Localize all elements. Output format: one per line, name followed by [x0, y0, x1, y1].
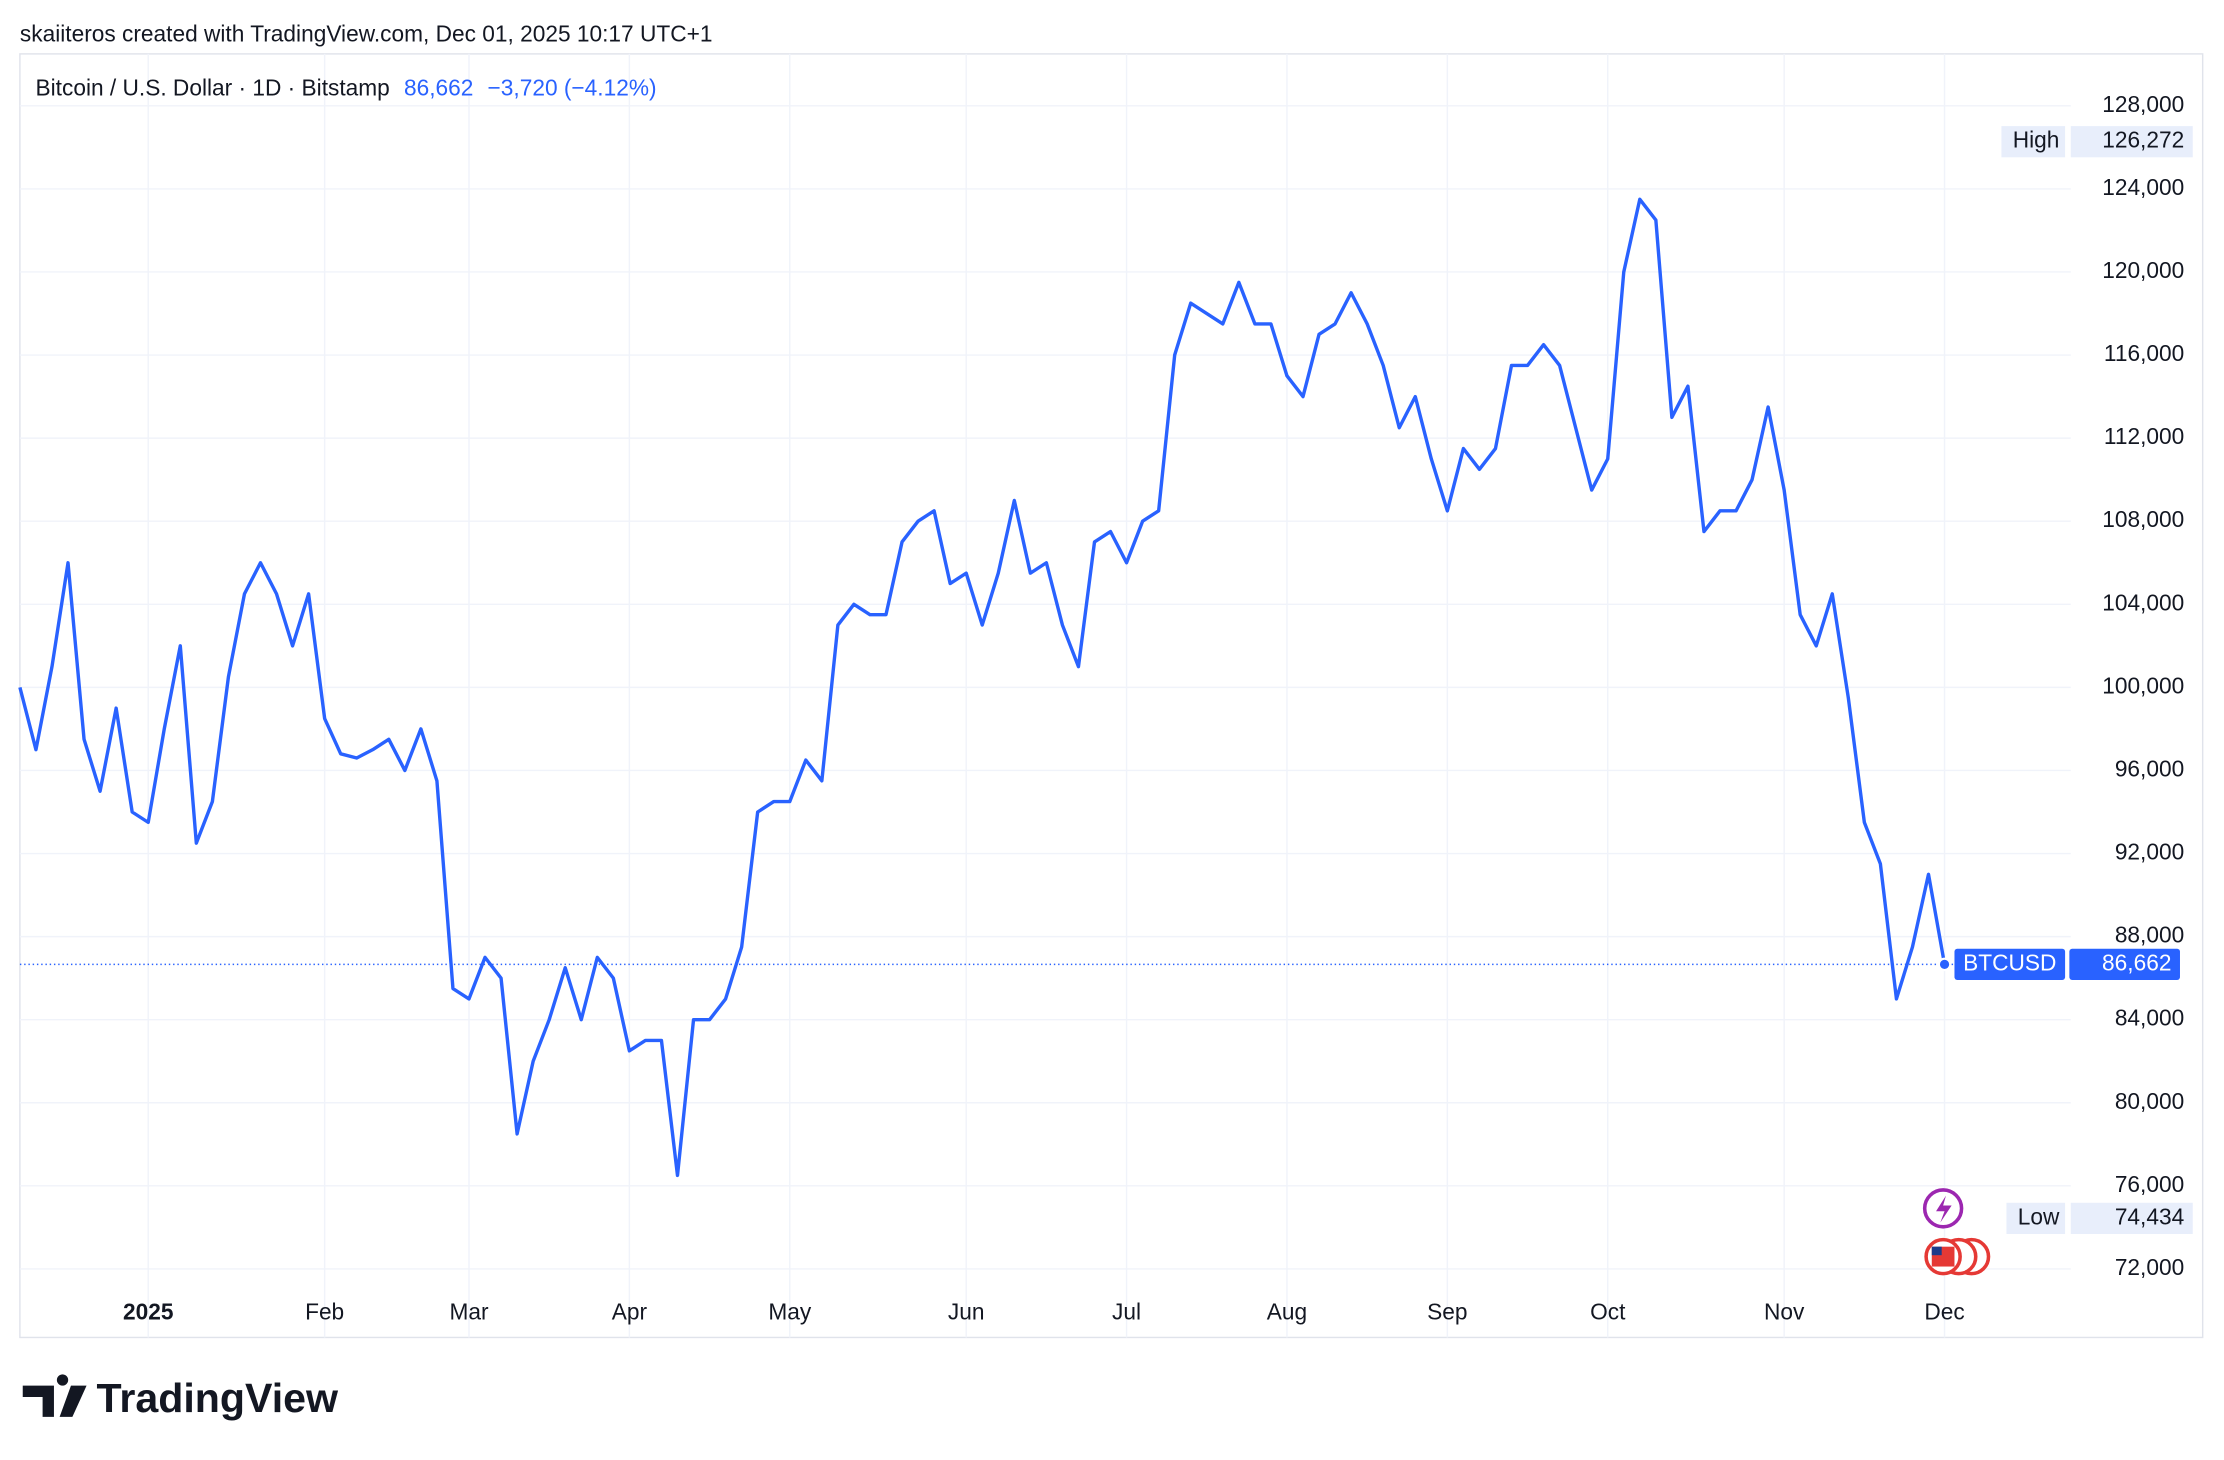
y-tick-label: 108,000	[2102, 506, 2184, 532]
y-tick-label: 76,000	[2115, 1171, 2184, 1197]
y-tick-label: 80,000	[2115, 1088, 2184, 1114]
x-tick-label: Dec	[1924, 1298, 1964, 1324]
brand-logo: TradingView	[22, 1374, 339, 1421]
x-tick-label: 2025	[123, 1298, 173, 1324]
x-tick-label: Aug	[1267, 1298, 1307, 1324]
last-point	[1937, 957, 1952, 972]
x-tick-label: Apr	[612, 1298, 648, 1324]
marker-value: 74,434	[2115, 1203, 2184, 1229]
y-tick-label: 128,000	[2102, 91, 2184, 117]
marker-value: 126,272	[2102, 127, 2184, 153]
y-tick-label: 116,000	[2104, 340, 2184, 366]
y-tick-label: 72,000	[2115, 1254, 2184, 1280]
y-tick-label: 120,000	[2102, 257, 2184, 283]
price-tag-label: 86,662	[2102, 949, 2171, 975]
x-tick-label: May	[768, 1298, 812, 1324]
marker-value-bg	[2070, 1202, 2193, 1234]
x-tick-label: Oct	[1590, 1298, 1626, 1324]
x-tick-label: Mar	[449, 1298, 489, 1324]
marker-value-bg	[2070, 126, 2193, 158]
y-tick-label: 104,000	[2102, 589, 2184, 615]
legend-change: −3,720 (−4.12%)	[488, 74, 657, 100]
y-tick-label: 124,000	[2102, 174, 2184, 200]
price-tag	[2069, 948, 2180, 980]
brand-name: TradingView	[96, 1375, 339, 1421]
y-tick-label: 112,000	[2104, 423, 2184, 449]
marker-name-bg	[2006, 1202, 2066, 1234]
y-tick-label: 96,000	[2115, 755, 2184, 781]
x-tick-label: Feb	[305, 1298, 344, 1324]
x-tick-label: Jun	[948, 1298, 985, 1324]
y-tick-label: 100,000	[2102, 672, 2184, 698]
symbol-tag-label: BTCUSD	[1963, 949, 2056, 975]
legend: Bitcoin / U.S. Dollar · 1D · Bitstamp 86…	[36, 74, 657, 100]
marker-name: Low	[2018, 1203, 2060, 1229]
y-tick-label: 84,000	[2115, 1005, 2184, 1031]
symbol-title: Bitcoin / U.S. Dollar · 1D · Bitstamp	[36, 74, 390, 100]
y-tick-label: 92,000	[2115, 839, 2184, 865]
chart-frame	[19, 53, 2204, 1339]
x-tick-label: Sep	[1427, 1298, 1467, 1324]
x-tick-label: Jul	[1112, 1298, 1141, 1324]
event-icons	[1922, 1188, 1991, 1276]
marker-name-bg	[2001, 126, 2066, 158]
legend-price: 86,662	[404, 74, 473, 100]
price-line	[18, 197, 1947, 1178]
attribution: skaiiteros created with TradingView.com,…	[20, 20, 713, 46]
symbol-tag	[1954, 948, 2066, 980]
x-tick-label: Nov	[1764, 1298, 1805, 1324]
y-tick-label: 88,000	[2115, 922, 2184, 948]
marker-name: High	[2013, 127, 2060, 153]
